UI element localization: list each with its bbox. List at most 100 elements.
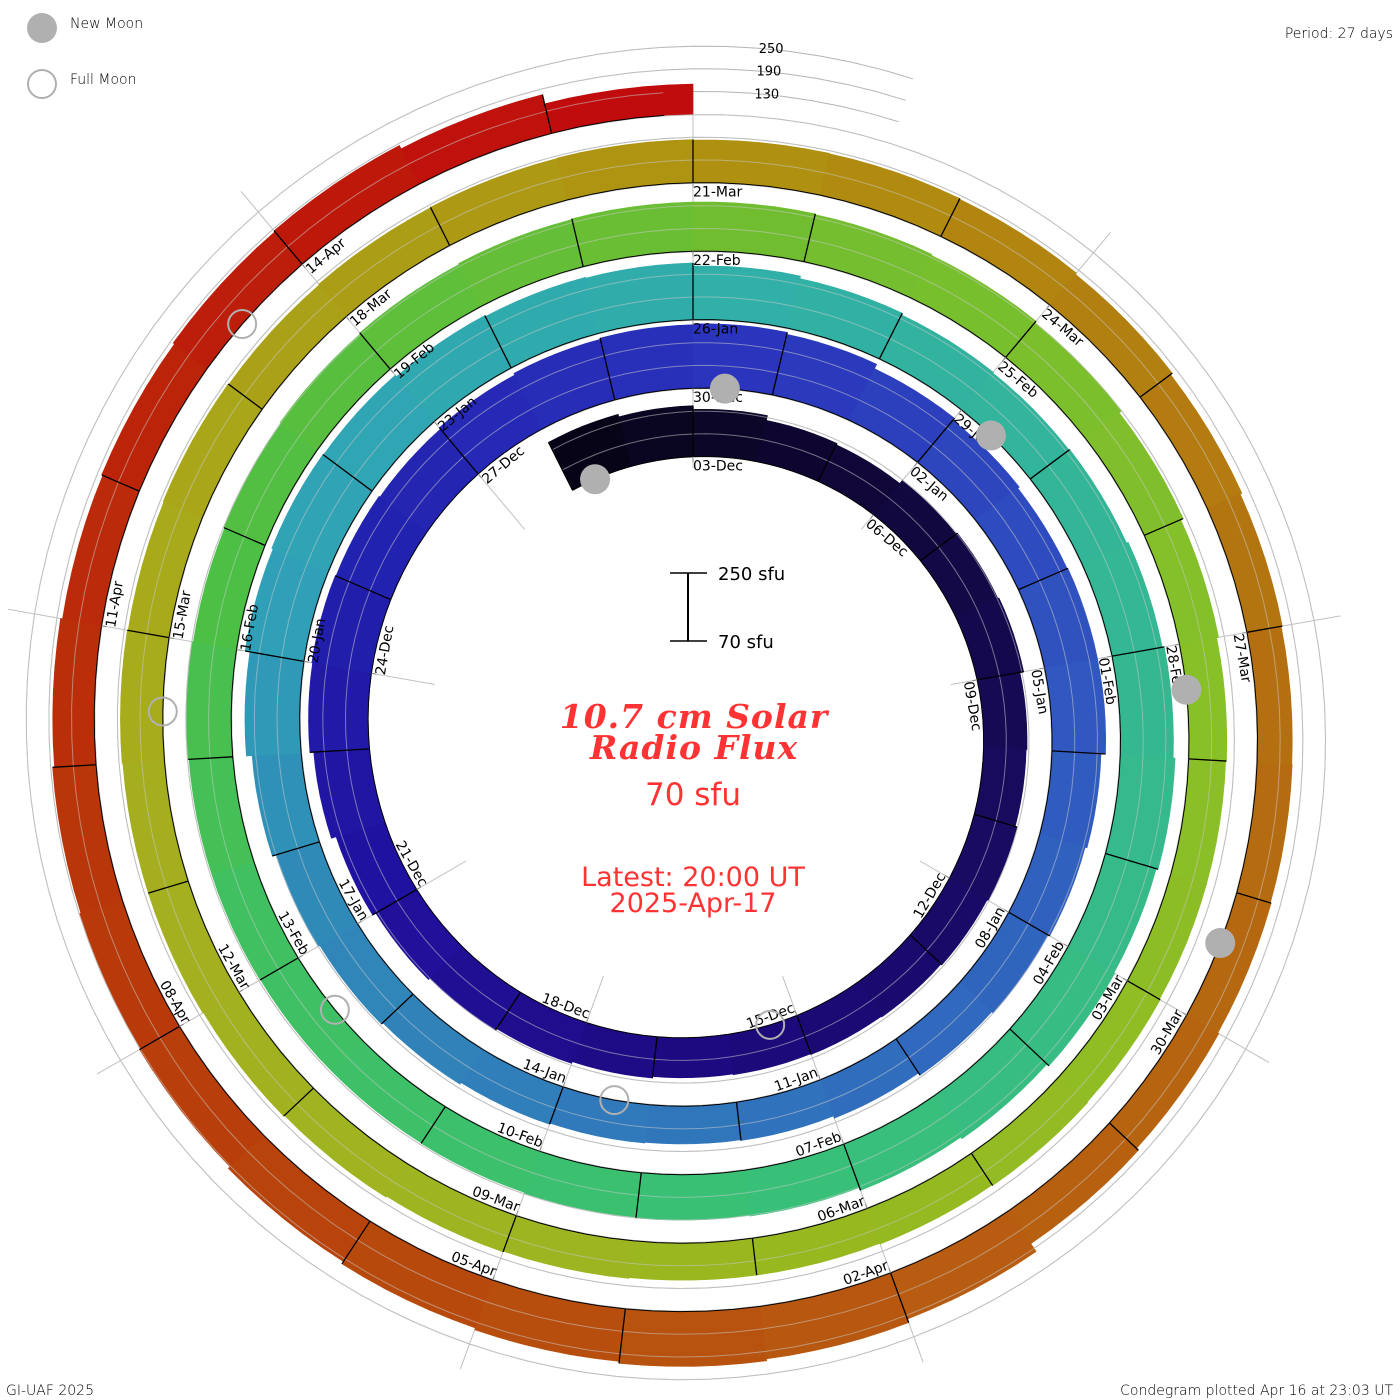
day-separator [1018, 567, 1069, 591]
full-moon-marker [227, 309, 258, 340]
legend-new-moon: New Moon [70, 16, 143, 32]
day-separator [272, 841, 320, 857]
day-separator [127, 629, 170, 639]
day-separator [917, 417, 956, 463]
date-tick [179, 1023, 185, 1027]
day-separator [1109, 1122, 1139, 1151]
latest-time: Latest: 20:00 UT [581, 862, 805, 893]
day-separator [940, 198, 961, 237]
day-separator [919, 532, 958, 562]
flux-bar [644, 1101, 742, 1145]
date-tick [539, 1146, 542, 1152]
date-tick [562, 1082, 566, 1088]
new-moon-marker [975, 420, 1006, 451]
day-separator [751, 1238, 758, 1276]
day-separator [803, 213, 816, 262]
day-separator [970, 1152, 994, 1186]
day-separator [974, 813, 1018, 828]
baseline-spiral [93, 114, 1259, 1313]
scale-top-label: 250 sfu [718, 564, 785, 585]
date-tick [416, 886, 422, 890]
flux-bar [973, 746, 1027, 827]
flux-bar [618, 1306, 768, 1367]
date-tick [586, 1017, 589, 1023]
latest-date: 2025-Apr-17 [610, 888, 777, 919]
flux-bar [752, 1208, 881, 1276]
chart-title-line1: 10.7 cm Solar [560, 697, 830, 736]
day-separator [1051, 750, 1106, 755]
flux-bar [760, 1272, 910, 1360]
flux-bar [244, 651, 305, 757]
day-separator [223, 527, 266, 546]
flux-bar [976, 672, 1028, 750]
flux-bar [1246, 625, 1293, 766]
date-label: 26-Jan [693, 321, 738, 337]
flux-bands [25, 46, 1327, 1381]
new-moon-marker [1205, 928, 1236, 959]
date-tick [303, 660, 309, 663]
moon-markers [147, 309, 1236, 1116]
flux-bar [635, 1169, 751, 1221]
flux-bar [524, 1150, 642, 1218]
day-separator [227, 383, 263, 410]
date-tick [515, 1210, 519, 1216]
flux-bar [1186, 892, 1272, 1034]
day-separator [1009, 1028, 1050, 1067]
day-separator [495, 991, 522, 1031]
flux-bar [652, 1033, 734, 1079]
day-separator [429, 206, 451, 246]
grid-label-250: 250 [759, 42, 784, 57]
full-moon-marker [319, 994, 350, 1025]
full-moon-icon [27, 69, 57, 99]
day-separator [571, 218, 584, 267]
flux-bar [1236, 762, 1293, 904]
flux-bar [308, 662, 372, 753]
day-separator [1139, 372, 1173, 398]
flux-bar [122, 760, 189, 894]
grid-label-130: 130 [754, 87, 779, 102]
date-tick [297, 955, 303, 959]
new-moon-icon [27, 13, 57, 43]
day-separator [259, 957, 299, 981]
baseline-value: 70 sfu [645, 777, 741, 813]
full-moon-marker [755, 1009, 786, 1040]
new-moon-marker [709, 373, 740, 404]
flux-bar [62, 475, 140, 627]
date-label: 21-Mar [693, 184, 743, 200]
day-separator [273, 230, 303, 265]
date-tick [944, 875, 950, 879]
day-separator [309, 748, 370, 753]
day-separator [1236, 892, 1272, 904]
date-tick [236, 649, 242, 651]
full-moon-marker [147, 696, 178, 727]
date-tick [794, 1010, 798, 1016]
date-tick [1063, 943, 1069, 947]
day-separator [1188, 758, 1227, 762]
flux-bar [557, 139, 694, 201]
full-moon-marker [599, 1085, 630, 1116]
date-tick [357, 920, 363, 925]
date-tick [1174, 643, 1180, 646]
date-label: 05-Jan [1027, 668, 1051, 715]
date-tick [101, 625, 107, 628]
date-tick [888, 1268, 892, 1274]
day-separator [1111, 646, 1165, 657]
legend-full-moon: Full Moon [70, 72, 136, 88]
day-separator [599, 337, 616, 401]
date-tick [958, 409, 963, 415]
flux-bar [52, 764, 123, 914]
flux-bar [127, 501, 203, 638]
day-separator [148, 880, 189, 894]
date-tick [345, 316, 350, 321]
day-separator [1105, 852, 1159, 870]
day-separator [380, 993, 414, 1025]
day-separator [322, 453, 373, 492]
day-separator [420, 1106, 446, 1144]
new-moon-marker [580, 464, 611, 495]
date-label: 22-Feb [693, 253, 741, 269]
day-separator [548, 1086, 564, 1125]
flux-bar [544, 83, 694, 134]
flux-bar [1170, 758, 1227, 885]
date-tick [1122, 977, 1128, 982]
